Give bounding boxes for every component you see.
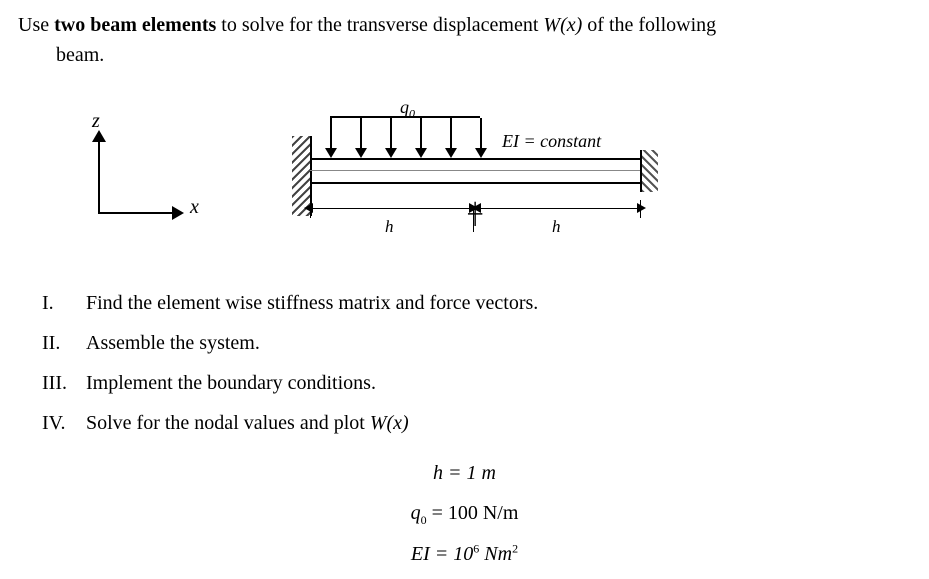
param-ei-post: Nm bbox=[479, 543, 512, 565]
task-item: II.Assemble the system. bbox=[42, 328, 911, 358]
intro-mid: to solve for the transverse displacement bbox=[216, 14, 543, 36]
task-item: III.Implement the boundary conditions. bbox=[42, 368, 911, 398]
task-number: II. bbox=[42, 328, 86, 358]
load-arrow-icon bbox=[420, 118, 422, 150]
x-label: x bbox=[190, 192, 199, 222]
param-q0-rest: = 100 N/m bbox=[427, 502, 519, 524]
intro-bold: two beam elements bbox=[54, 14, 216, 36]
task-text: Implement the boundary conditions. bbox=[86, 372, 376, 394]
task-number: III. bbox=[42, 368, 86, 398]
q0-sym: q bbox=[400, 97, 409, 117]
x-axis-shaft bbox=[98, 212, 174, 214]
task-wx: W(x) bbox=[370, 412, 409, 434]
beam-figure: q0 EI = constant ┼ h h bbox=[290, 96, 710, 266]
figure-row: z x q0 EI = constant ┼ h bbox=[18, 96, 911, 266]
task-list: I.Find the element wise stiffness matrix… bbox=[18, 288, 911, 438]
task-number: I. bbox=[42, 288, 86, 318]
param-q0-sym: q bbox=[411, 502, 421, 524]
support-right-icon bbox=[640, 150, 658, 192]
load-arrow-icon bbox=[450, 118, 452, 150]
load-arrow-icon bbox=[390, 118, 392, 150]
dim-arrow-left bbox=[312, 208, 470, 209]
param-q0: q0 = 100 N/m bbox=[18, 498, 911, 529]
dim-arrow-right bbox=[480, 208, 638, 209]
z-label: z bbox=[92, 106, 100, 136]
task-item: I.Find the element wise stiffness matrix… bbox=[42, 288, 911, 318]
intro-pre: Use bbox=[18, 14, 54, 36]
task-item: IV.Solve for the nodal values and plot W… bbox=[42, 408, 911, 438]
h-label-left: h bbox=[385, 214, 394, 240]
task-number: IV. bbox=[42, 408, 86, 438]
beam-right-cap bbox=[640, 158, 642, 184]
task-text: Assemble the system. bbox=[86, 332, 260, 354]
param-ei-pre: EI = 10 bbox=[411, 543, 473, 565]
z-axis-shaft bbox=[98, 138, 100, 214]
intro-line2: beam. bbox=[18, 40, 911, 70]
page: Use two beam elements to solve for the t… bbox=[0, 0, 929, 579]
ei-constant-label: EI = constant bbox=[502, 128, 601, 155]
beam-midline bbox=[310, 170, 640, 171]
distributed-load-icon bbox=[330, 116, 480, 158]
intro-wx: W(x) bbox=[543, 14, 582, 36]
param-ei: EI = 106 Nm2 bbox=[18, 539, 911, 569]
task-text: Solve for the nodal values and plot bbox=[86, 412, 370, 434]
load-arrow-icon bbox=[330, 118, 332, 150]
param-ei-sq: 2 bbox=[512, 541, 518, 555]
x-axis-arrowhead-icon bbox=[172, 206, 184, 220]
intro-post: of the following bbox=[582, 14, 716, 36]
param-h: h = 1 m bbox=[18, 458, 911, 488]
coordinate-axes: z x bbox=[70, 106, 210, 246]
load-arrow-icon bbox=[360, 118, 362, 150]
intro-line1: Use two beam elements to solve for the t… bbox=[18, 10, 911, 40]
load-arrow-icon bbox=[480, 118, 482, 150]
parameters: h = 1 m q0 = 100 N/m EI = 106 Nm2 bbox=[18, 458, 911, 569]
task-text: Find the element wise stiffness matrix a… bbox=[86, 292, 538, 314]
load-top-line bbox=[330, 116, 480, 118]
h-label-right: h bbox=[552, 214, 561, 240]
beam-top-edge bbox=[310, 158, 640, 160]
beam-bottom-edge bbox=[310, 182, 640, 184]
